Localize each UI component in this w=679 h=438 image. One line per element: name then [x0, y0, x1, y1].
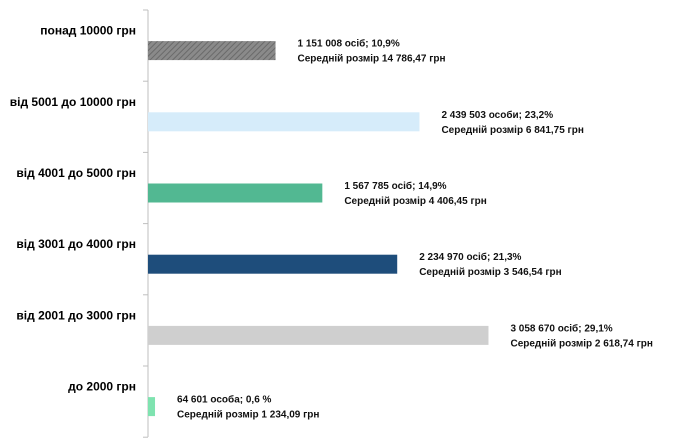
data-label-count: 1 567 785 осіб; 14,9%: [344, 180, 446, 192]
category-label: від 2001 до 3000 грн: [16, 308, 136, 322]
category-label: до 2000 грн: [68, 380, 136, 394]
bar: [148, 397, 156, 417]
data-label-count: 2 234 970 осіб; 21,3%: [419, 251, 521, 263]
data-labels: 1 151 008 осіб; 10,9% Середній розмір 14 …: [177, 38, 653, 421]
data-label-average: Середній розмір 1 234,09 грн: [177, 410, 319, 421]
bar: [148, 41, 276, 61]
bar: [148, 254, 398, 274]
bar: [148, 183, 323, 203]
bar: [148, 112, 420, 132]
data-label-average: Середній розмір 3 546,54 грн: [419, 267, 561, 278]
data-label-average: Середній розмір 2 618,74 грн: [510, 338, 652, 349]
category-label: від 5001 до 10000 грн: [10, 95, 136, 109]
category-label: від 3001 до 4000 грн: [16, 237, 136, 251]
bar: [148, 325, 489, 345]
data-label-average: Середній розмір 4 406,45 грн: [344, 196, 486, 207]
bars: [148, 41, 489, 417]
category-axis: [143, 9, 149, 438]
category-label: понад 10000 грн: [40, 24, 136, 38]
data-label-average: Середній розмір 6 841,75 грн: [441, 125, 583, 136]
data-label-count: 64 601 особа; 0,6 %: [177, 394, 272, 406]
data-label-count: 1 151 008 осіб; 10,9%: [298, 38, 400, 50]
category-labels: понад 10000 грн від 5001 до 10000 грн від …: [10, 24, 136, 394]
data-label-count: 2 439 503 особи; 23,2%: [441, 109, 553, 121]
category-label: від 4001 до 5000 грн: [16, 166, 136, 180]
data-label-count: 3 058 670 осіб; 29,1%: [510, 322, 612, 334]
data-label-average: Середній розмір 14 786,47 грн: [298, 54, 446, 65]
